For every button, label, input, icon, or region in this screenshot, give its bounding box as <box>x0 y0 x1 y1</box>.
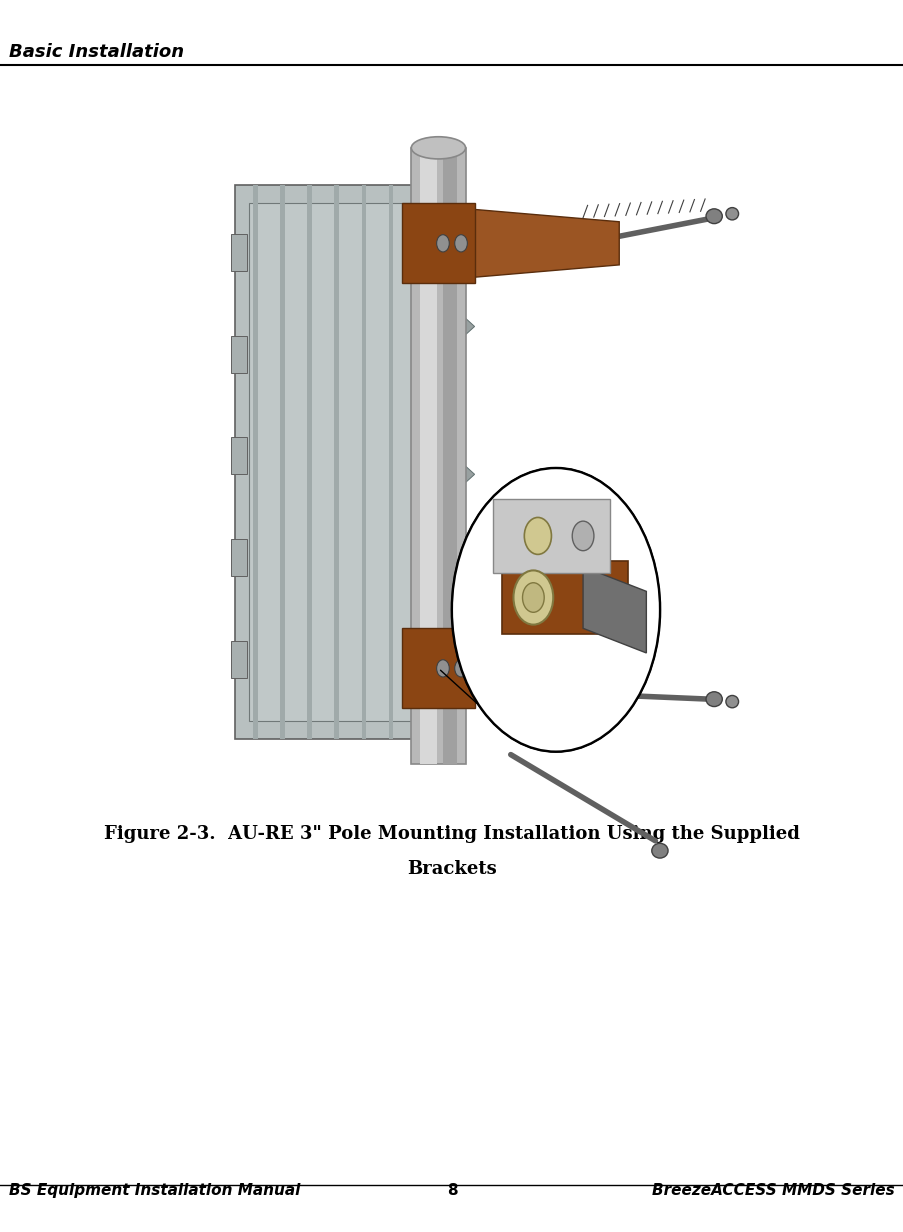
Bar <box>422 540 438 577</box>
Polygon shape <box>501 561 628 634</box>
Bar <box>230 336 247 373</box>
Bar <box>402 203 474 283</box>
Bar <box>230 437 247 474</box>
Bar <box>307 185 312 739</box>
Circle shape <box>452 468 659 752</box>
Circle shape <box>454 234 467 253</box>
Ellipse shape <box>725 695 738 707</box>
Text: BS Equipment Installation Manual: BS Equipment Installation Manual <box>9 1183 300 1198</box>
Bar <box>420 148 436 764</box>
Polygon shape <box>447 462 474 487</box>
Ellipse shape <box>651 843 667 857</box>
Polygon shape <box>582 567 646 653</box>
Bar <box>230 641 247 678</box>
Bar <box>230 234 247 271</box>
Circle shape <box>572 521 593 551</box>
Bar <box>230 540 247 577</box>
Polygon shape <box>447 314 474 339</box>
Bar <box>402 628 474 708</box>
Text: Figure 2-3.  AU-RE 3" Pole Mounting Installation Using the Supplied: Figure 2-3. AU-RE 3" Pole Mounting Insta… <box>104 825 799 844</box>
Bar <box>422 234 438 271</box>
Circle shape <box>452 468 659 752</box>
Bar <box>422 336 438 373</box>
Text: Basic Installation: Basic Installation <box>9 43 184 62</box>
Bar <box>248 203 420 721</box>
Ellipse shape <box>705 208 721 224</box>
Ellipse shape <box>725 207 738 221</box>
Text: BreezeACCESS MMDS Series: BreezeACCESS MMDS Series <box>651 1183 894 1198</box>
Bar <box>411 148 465 764</box>
Polygon shape <box>474 634 619 715</box>
Bar <box>415 185 420 739</box>
Text: 8: 8 <box>446 1183 457 1198</box>
Bar <box>442 148 456 764</box>
Bar <box>422 641 438 678</box>
Bar <box>235 185 433 739</box>
Circle shape <box>436 660 449 678</box>
Bar <box>253 185 257 739</box>
Circle shape <box>513 570 553 625</box>
Text: Brackets: Brackets <box>406 860 497 878</box>
Polygon shape <box>492 499 610 573</box>
Circle shape <box>522 583 544 612</box>
Circle shape <box>454 660 467 678</box>
Bar <box>388 185 393 739</box>
Polygon shape <box>474 209 619 277</box>
Ellipse shape <box>705 692 721 707</box>
Circle shape <box>524 517 551 554</box>
Bar <box>280 185 284 739</box>
Circle shape <box>436 234 449 253</box>
Bar <box>334 185 339 739</box>
Bar <box>361 185 366 739</box>
Bar <box>422 437 438 474</box>
Ellipse shape <box>411 137 465 159</box>
Polygon shape <box>447 585 474 610</box>
